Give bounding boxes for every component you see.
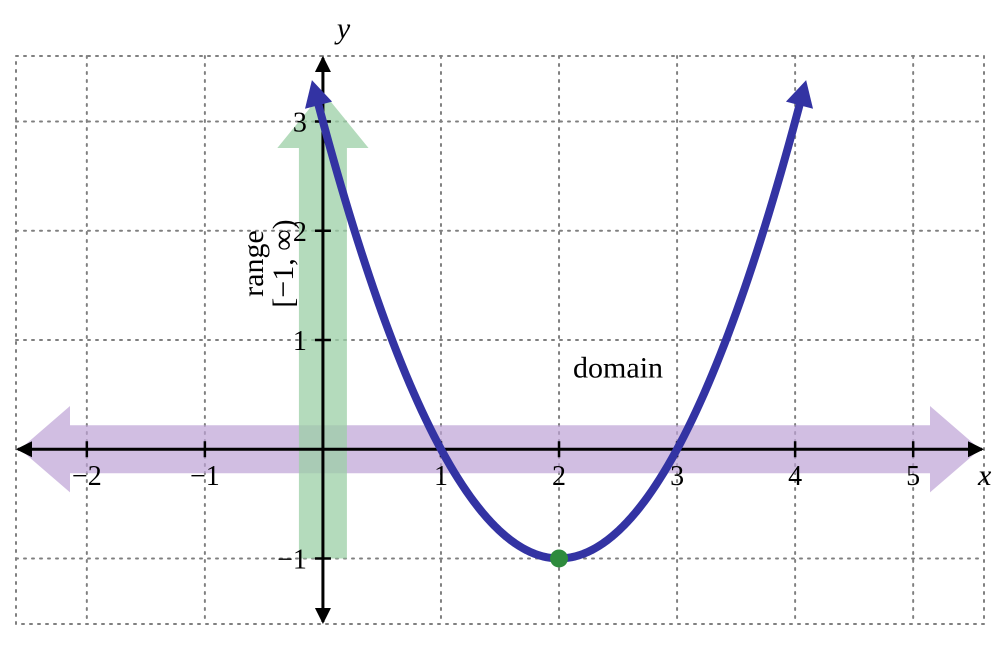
y-axis-label: y — [334, 12, 351, 45]
y-tick-label: 1 — [293, 326, 307, 357]
x-axis-label: x — [977, 459, 992, 492]
chart-container: −2−112345−1123xydomainrange[−1, ∞) — [0, 0, 1000, 658]
domain-label: domain — [573, 351, 663, 384]
x-tick-label: −1 — [190, 461, 220, 492]
range-label: range — [237, 230, 270, 297]
parabola-chart: −2−112345−1123xydomainrange[−1, ∞) — [0, 0, 1000, 658]
x-tick-label: −2 — [72, 461, 102, 492]
curve-arrowhead — [786, 80, 813, 109]
vertex-point — [550, 549, 568, 567]
grid — [16, 56, 984, 624]
y-tick-label: 3 — [293, 108, 307, 139]
range-interval-label: [−1, ∞) — [267, 219, 300, 307]
x-tick-label: 5 — [906, 461, 920, 492]
x-tick-label: 2 — [552, 461, 566, 492]
y-tick-label: −1 — [277, 544, 307, 575]
x-tick-label: 4 — [788, 461, 802, 492]
